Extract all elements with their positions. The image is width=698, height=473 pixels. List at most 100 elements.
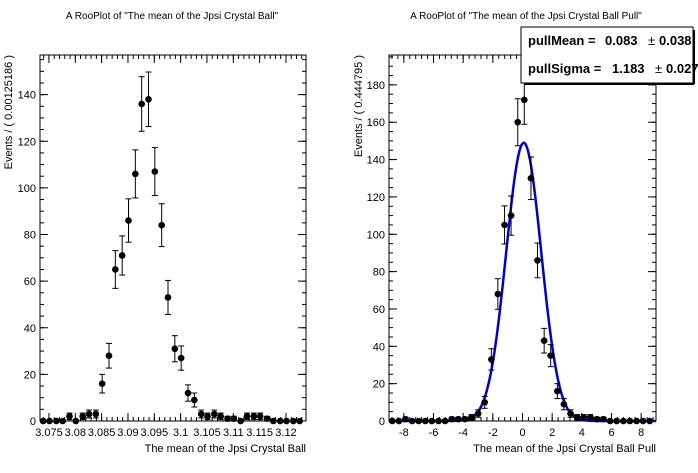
left-marker — [98, 380, 106, 388]
left-marker — [145, 95, 152, 103]
left-marker — [79, 413, 86, 420]
right-marker — [454, 415, 462, 423]
right-marker — [567, 410, 574, 417]
right-data-point — [514, 98, 522, 147]
right-plot-frame — [388, 54, 657, 422]
right-x-tick-label: 0 — [519, 427, 525, 439]
left-data-point — [283, 417, 290, 425]
left-data-point — [66, 412, 73, 421]
right-marker — [488, 356, 495, 363]
right-marker — [613, 417, 620, 425]
left-y-tick-label: 140 — [18, 90, 36, 102]
right-marker — [507, 212, 515, 219]
left-data-point — [79, 412, 86, 421]
right-data-point — [454, 415, 462, 423]
left-data-point — [145, 71, 152, 128]
right-data-point — [606, 417, 614, 425]
right-marker — [428, 417, 436, 425]
left-data-point — [290, 417, 297, 425]
right-marker — [527, 174, 535, 182]
right-marker — [474, 410, 482, 417]
left-data-point — [92, 409, 100, 419]
left-data-point — [151, 147, 159, 197]
left-data-point — [224, 415, 231, 422]
left-data-point — [177, 345, 185, 371]
left-marker — [105, 352, 113, 360]
right-data-point — [494, 278, 502, 310]
right-marker — [461, 415, 469, 423]
right-data-point — [507, 195, 515, 236]
right-marker — [620, 417, 627, 425]
stat-pullmean-value: 0.083 — [605, 33, 638, 48]
right-marker — [514, 118, 522, 126]
left-y-axis-label: Events / ( 0.00125186 ) — [3, 55, 15, 169]
left-marker — [256, 413, 264, 420]
left-y-tick-label: 40 — [24, 323, 36, 335]
left-marker — [230, 415, 238, 422]
right-marker — [606, 417, 614, 425]
left-data-point — [118, 235, 126, 276]
right-marker — [448, 415, 456, 423]
left-data-point — [256, 412, 264, 421]
right-y-tick-label: 120 — [367, 192, 385, 204]
right-marker — [639, 417, 647, 425]
right-data-point — [435, 417, 442, 425]
left-data-point — [197, 409, 205, 419]
right-y-tick-label: 0 — [379, 416, 385, 428]
left-y-tick-label: 80 — [24, 230, 36, 242]
left-data-point — [105, 342, 113, 369]
left-marker — [211, 410, 218, 418]
left-marker — [296, 417, 303, 425]
left-data-point — [276, 417, 284, 425]
right-data-point — [428, 417, 436, 425]
right-data-point — [534, 242, 541, 279]
left-marker — [243, 413, 251, 420]
right-data-point — [481, 395, 489, 409]
right-data-point — [468, 413, 475, 421]
right-data-point — [586, 413, 594, 421]
right-marker — [554, 387, 561, 395]
right-marker — [468, 413, 475, 421]
stat-pullsigma-pm: ± — [655, 61, 662, 76]
right-x-tick-label: -2 — [488, 427, 498, 439]
left-marker — [250, 413, 258, 420]
left-x-ticks: 3.075 3.08 3.085 3.09 3.095 3.1 3.105 3.11 3.115… — [35, 55, 303, 439]
left-y-tick-label: 120 — [18, 136, 36, 148]
right-data-point — [441, 417, 449, 425]
right-x-tick-label: 6 — [608, 427, 614, 439]
right-plot-title: A RooPlot of "The mean of the Jpsi Cryst… — [410, 11, 642, 22]
left-x-tick-label: 3.075 — [35, 427, 63, 439]
left-data-point — [250, 412, 258, 421]
left-marker — [224, 415, 231, 422]
left-marker — [39, 417, 47, 425]
right-data-point — [639, 417, 647, 425]
right-x-tick-label: 2 — [549, 427, 555, 439]
left-marker — [217, 413, 224, 420]
right-marker — [600, 415, 607, 423]
left-data-point — [243, 412, 251, 421]
right-data-point — [580, 413, 588, 421]
right-data-point — [646, 417, 654, 425]
left-marker — [276, 417, 284, 425]
right-data-point — [613, 417, 621, 425]
left-marker — [46, 417, 53, 425]
left-marker — [85, 410, 93, 418]
left-x-axis-label: The mean of the Jpsi Crystal Ball — [145, 443, 306, 455]
left-data-point — [164, 279, 172, 315]
right-y-tick-label: 180 — [367, 80, 385, 92]
left-data-point — [171, 335, 179, 363]
right-data-point — [547, 344, 555, 368]
gaussian-fit-curve — [389, 141, 656, 423]
left-marker — [53, 417, 60, 425]
left-data-points — [39, 71, 303, 425]
right-y-ticks: 0 20 40 60 80 100 120 140 160 180 — [367, 56, 656, 428]
left-marker — [112, 266, 119, 273]
right-data-point — [395, 417, 403, 425]
left-data-point — [263, 415, 271, 422]
left-marker — [184, 389, 192, 397]
right-x-tick-label: -8 — [399, 427, 409, 439]
right-marker — [540, 337, 548, 345]
right-marker — [388, 417, 396, 425]
left-plot-title: A RooPlot of "The mean of the Jpsi Cryst… — [66, 11, 279, 22]
stat-pullsigma-label: pullSigma = — [528, 61, 602, 76]
